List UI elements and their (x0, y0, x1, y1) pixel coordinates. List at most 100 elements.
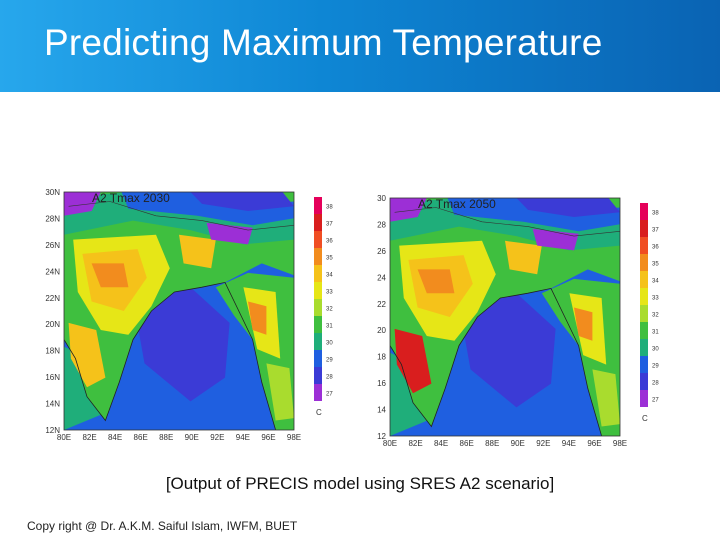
lon-label: 96E (261, 433, 275, 442)
legend-unit: C (316, 408, 322, 417)
title-bar: Predicting Maximum Temperature (0, 0, 720, 92)
temperature-map-0: A2 Tmax 2030 30N 28N 26N 24N 22N 20N 18N 16N 14N 1… (30, 180, 350, 442)
legend-value: 37 (326, 222, 333, 228)
lon-label: 82E (82, 433, 96, 442)
map-title: A2 Tmax 2030 (92, 191, 170, 205)
legend-swatch (314, 299, 322, 316)
legend-swatch (640, 220, 648, 237)
legend-swatch (640, 254, 648, 271)
copyright-footer: Copy right @ Dr. A.K.M. Saiful Islam, IW… (27, 519, 297, 533)
lon-label: 84E (108, 433, 122, 442)
lat-label: 28 (377, 220, 386, 229)
legend-swatch (640, 305, 648, 322)
lon-label: 80E (383, 439, 397, 448)
legend-swatch (640, 339, 648, 356)
lat-label: 28N (45, 214, 60, 223)
legend-swatch (640, 288, 648, 305)
lon-label: 98E (287, 433, 301, 442)
lon-label: 88E (485, 439, 499, 448)
legend-value: 28 (326, 375, 333, 381)
map-fill-layer (390, 198, 620, 436)
legend-swatch (314, 248, 322, 265)
legend-value: 28 (652, 381, 659, 387)
lat-label: 24N (45, 267, 60, 276)
legend-value: 29 (652, 364, 659, 370)
lat-label: 16 (377, 379, 386, 388)
lon-label: 86E (460, 439, 474, 448)
lat-label: 20N (45, 320, 60, 329)
lon-label: 84E (434, 439, 448, 448)
figure-caption: [Output of PRECIS model using SRES A2 sc… (0, 474, 720, 494)
legend-value: 38 (326, 205, 333, 211)
legend-swatch (314, 367, 322, 384)
lat-label: 20 (377, 326, 386, 335)
lon-label: 90E (511, 439, 525, 448)
lat-label: 14N (45, 400, 60, 409)
legend-swatch (314, 197, 322, 214)
lat-label: 26N (45, 241, 60, 250)
map-fill-layer (64, 192, 294, 430)
legend-value: 31 (326, 324, 333, 330)
lat-label: 18N (45, 347, 60, 356)
lat-label: 24 (377, 273, 386, 282)
legend-value: 34 (652, 279, 659, 285)
legend-swatch (640, 271, 648, 288)
legend-swatch (314, 333, 322, 350)
map-title: A2 Tmax 2050 (418, 197, 496, 211)
legend-swatch (314, 316, 322, 333)
lon-label: 96E (587, 439, 601, 448)
map-panel-2050: A2 Tmax 2050 30 28 26 24 22 20 18 16 14 12 80E 82E 84… (356, 186, 676, 448)
legend-value: 37 (652, 228, 659, 234)
legend-swatch (640, 356, 648, 373)
legend-value: 30 (326, 341, 333, 347)
lat-label: 16N (45, 373, 60, 382)
legend-value: 27 (326, 392, 333, 398)
legend-value: 32 (652, 313, 659, 319)
lon-label: 80E (57, 433, 71, 442)
legend-swatch (640, 373, 648, 390)
legend-swatch (314, 214, 322, 231)
legend-swatch (640, 203, 648, 220)
lon-label: 82E (408, 439, 422, 448)
lon-label: 94E (562, 439, 576, 448)
legend-value: 34 (326, 273, 333, 279)
legend-value: 30 (652, 347, 659, 353)
legend-swatch (314, 384, 322, 401)
legend-value: 29 (326, 358, 333, 364)
legend-swatch (640, 237, 648, 254)
lon-label: 90E (185, 433, 199, 442)
lon-label: 92E (210, 433, 224, 442)
legend-swatch (314, 231, 322, 248)
legend-value: 35 (326, 256, 333, 262)
map-panel-2030: A2 Tmax 2030 30N 28N 26N 24N 22N 20N 18N 16N 14N 1… (30, 180, 350, 442)
lat-label: 30N (45, 188, 60, 197)
legend-value: 32 (326, 307, 333, 313)
legend-swatch (314, 265, 322, 282)
lon-label: 92E (536, 439, 550, 448)
legend-swatch (640, 322, 648, 339)
legend-swatch (314, 350, 322, 367)
legend-value: 36 (326, 239, 333, 245)
legend-value: 38 (652, 211, 659, 217)
legend-value: 33 (652, 296, 659, 302)
legend-value: 31 (652, 330, 659, 336)
legend-value: 36 (652, 245, 659, 251)
legend-value: 27 (652, 398, 659, 404)
lat-label: 26 (377, 247, 386, 256)
legend-value: 35 (652, 262, 659, 268)
lon-label: 94E (236, 433, 250, 442)
lat-label: 14 (377, 406, 386, 415)
lat-label: 22 (377, 300, 386, 309)
lon-label: 86E (134, 433, 148, 442)
lat-label: 30 (377, 194, 386, 203)
slide-title: Predicting Maximum Temperature (44, 22, 602, 64)
legend-value: 33 (326, 290, 333, 296)
lat-label: 22N (45, 294, 60, 303)
lon-label: 98E (613, 439, 627, 448)
lat-label: 18 (377, 353, 386, 362)
legend-swatch (640, 390, 648, 407)
legend-unit: C (642, 414, 648, 423)
lon-label: 88E (159, 433, 173, 442)
legend-swatch (314, 282, 322, 299)
